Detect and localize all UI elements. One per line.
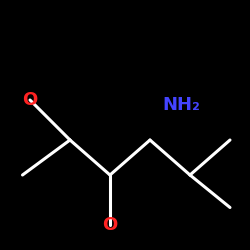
Text: O: O [22, 91, 38, 109]
Text: O: O [102, 216, 118, 234]
Text: NH₂: NH₂ [162, 96, 200, 114]
